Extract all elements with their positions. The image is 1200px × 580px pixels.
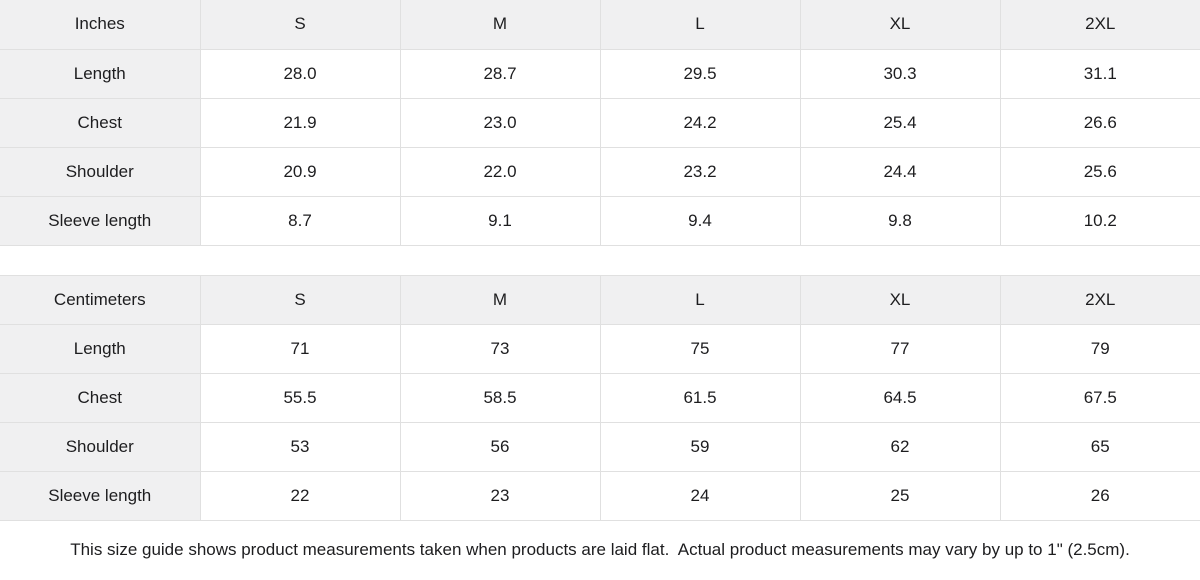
measurement-cell: 9.1 <box>399 195 601 246</box>
measurement-cell: 61.5 <box>599 372 801 423</box>
measurement-cell: 26 <box>999 470 1200 521</box>
size-header-xl: XL <box>799 274 1001 325</box>
row-label-chest: Chest <box>0 97 201 148</box>
size-header-2xl: 2XL <box>999 0 1200 50</box>
measurement-cell: 75 <box>599 323 801 374</box>
measurement-cell: 29.5 <box>599 48 801 99</box>
table-row-length: Length 28.0 28.7 29.5 30.3 31.1 <box>0 48 1200 99</box>
size-header-l: L <box>599 274 801 325</box>
measurement-cell: 20.9 <box>199 146 401 197</box>
table-gap <box>0 245 1200 275</box>
size-header-m: M <box>399 0 601 50</box>
measurement-cell: 59 <box>599 421 801 472</box>
row-label-sleeve-length: Sleeve length <box>0 470 201 521</box>
unit-header-centimeters: Centimeters <box>0 274 201 325</box>
inches-size-table: Inches S M L XL 2XL Length 28.0 28.7 29.… <box>0 0 1200 246</box>
inches-header-row: Inches S M L XL 2XL <box>0 0 1200 50</box>
row-label-shoulder: Shoulder <box>0 146 201 197</box>
measurement-cell: 24.2 <box>599 97 801 148</box>
measurement-cell: 10.2 <box>999 195 1200 246</box>
measurement-cell: 77 <box>799 323 1001 374</box>
centimeters-size-table: Centimeters S M L XL 2XL Length 71 73 75… <box>0 274 1200 521</box>
row-label-chest: Chest <box>0 372 201 423</box>
measurement-cell: 71 <box>199 323 401 374</box>
centimeters-header-row: Centimeters S M L XL 2XL <box>0 274 1200 325</box>
measurement-cell: 21.9 <box>199 97 401 148</box>
size-header-s: S <box>199 0 401 50</box>
table-row-chest: Chest 55.5 58.5 61.5 64.5 67.5 <box>0 372 1200 423</box>
table-row-shoulder: Shoulder 53 56 59 62 65 <box>0 421 1200 472</box>
measurement-cell: 67.5 <box>999 372 1200 423</box>
measurement-cell: 30.3 <box>799 48 1001 99</box>
row-label-length: Length <box>0 48 201 99</box>
measurement-cell: 31.1 <box>999 48 1200 99</box>
measurement-cell: 23.2 <box>599 146 801 197</box>
measurement-cell: 23.0 <box>399 97 601 148</box>
measurement-cell: 55.5 <box>199 372 401 423</box>
measurement-cell: 56 <box>399 421 601 472</box>
measurement-cell: 22 <box>199 470 401 521</box>
table-row-length: Length 71 73 75 77 79 <box>0 323 1200 374</box>
table-row-sleeve-length: Sleeve length 8.7 9.1 9.4 9.8 10.2 <box>0 195 1200 246</box>
table-row-shoulder: Shoulder 20.9 22.0 23.2 24.4 25.6 <box>0 146 1200 197</box>
measurement-cell: 25 <box>799 470 1001 521</box>
measurement-cell: 53 <box>199 421 401 472</box>
size-header-m: M <box>399 274 601 325</box>
measurement-cell: 24 <box>599 470 801 521</box>
table-row-chest: Chest 21.9 23.0 24.2 25.4 26.6 <box>0 97 1200 148</box>
row-label-sleeve-length: Sleeve length <box>0 195 201 246</box>
size-guide-note: This size guide shows product measuremen… <box>0 520 1200 580</box>
measurement-cell: 73 <box>399 323 601 374</box>
measurement-cell: 65 <box>999 421 1200 472</box>
table-row-sleeve-length: Sleeve length 22 23 24 25 26 <box>0 470 1200 521</box>
row-label-length: Length <box>0 323 201 374</box>
size-header-xl: XL <box>799 0 1001 50</box>
measurement-cell: 28.0 <box>199 48 401 99</box>
size-header-s: S <box>199 274 401 325</box>
measurement-cell: 26.6 <box>999 97 1200 148</box>
measurement-cell: 28.7 <box>399 48 601 99</box>
measurement-cell: 25.4 <box>799 97 1001 148</box>
measurement-cell: 23 <box>399 470 601 521</box>
measurement-cell: 9.8 <box>799 195 1001 246</box>
measurement-cell: 62 <box>799 421 1001 472</box>
measurement-cell: 58.5 <box>399 372 601 423</box>
size-header-l: L <box>599 0 801 50</box>
measurement-cell: 24.4 <box>799 146 1001 197</box>
measurement-cell: 25.6 <box>999 146 1200 197</box>
row-label-shoulder: Shoulder <box>0 421 201 472</box>
measurement-cell: 8.7 <box>199 195 401 246</box>
measurement-cell: 22.0 <box>399 146 601 197</box>
measurement-cell: 64.5 <box>799 372 1001 423</box>
size-header-2xl: 2XL <box>999 274 1200 325</box>
unit-header-inches: Inches <box>0 0 201 50</box>
measurement-cell: 79 <box>999 323 1200 374</box>
measurement-cell: 9.4 <box>599 195 801 246</box>
